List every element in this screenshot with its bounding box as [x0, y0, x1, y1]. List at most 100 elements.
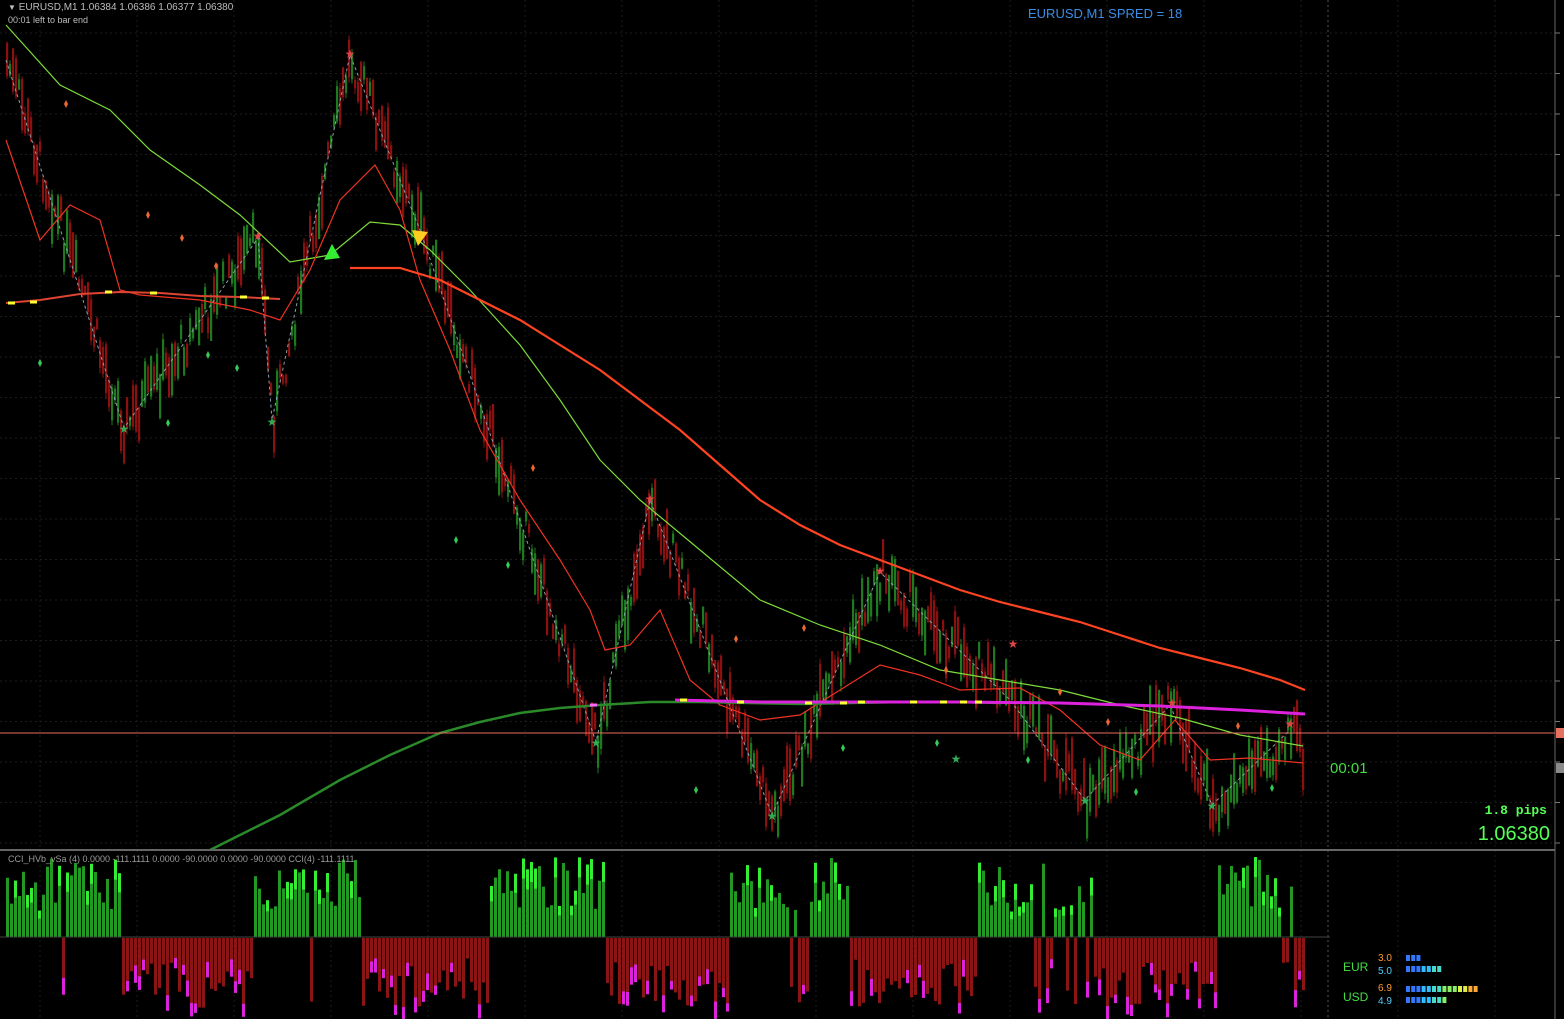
candle-body — [582, 696, 585, 705]
cci-bar-up — [1238, 880, 1241, 937]
candle-body — [318, 197, 321, 239]
cci-bar-peak — [1062, 906, 1065, 916]
candle-body — [1083, 758, 1086, 801]
cci-bar-up — [518, 907, 521, 937]
candle-body — [594, 712, 597, 730]
candle-body — [1050, 715, 1053, 755]
candle-body — [606, 703, 609, 727]
cci-bar-peak — [1278, 907, 1281, 917]
candle-body — [363, 66, 366, 80]
candle-body — [195, 310, 198, 330]
candle-body — [120, 410, 123, 452]
strength-cell — [1432, 986, 1436, 992]
candle-body — [291, 326, 294, 336]
chart-menu-icon[interactable]: ▼ — [8, 3, 16, 12]
cci-bar-up — [530, 862, 533, 937]
candle-body — [567, 648, 570, 685]
candle-body — [1242, 767, 1245, 793]
cci-bar-up — [494, 877, 497, 937]
cci-bar-up — [510, 890, 513, 937]
cci-bar-peak — [590, 859, 593, 880]
candle-body — [621, 595, 624, 625]
cci-bar-down — [158, 938, 161, 988]
candle-body — [1101, 747, 1104, 789]
candle-body — [168, 357, 171, 398]
flat-ma-line — [5, 290, 281, 304]
candle-body — [1302, 748, 1305, 791]
fractal-star-icon: ★ — [345, 47, 356, 61]
cci-bar-down — [626, 938, 629, 993]
cci-bar-down — [214, 938, 217, 991]
candle-body — [1209, 798, 1212, 829]
candle-body — [603, 681, 606, 720]
cci-bar-peak — [14, 880, 17, 898]
cci-bar-extreme — [962, 959, 965, 977]
cci-bar-down — [1114, 938, 1117, 995]
cci-bar-up — [38, 910, 41, 937]
cci-bar-peak — [314, 870, 317, 891]
red-ma-line — [5, 139, 1304, 764]
cci-bar-down — [954, 938, 957, 987]
cci-bar-up — [18, 896, 21, 937]
candle-body — [294, 324, 297, 346]
candle-body — [681, 558, 684, 569]
cci-bar-up — [326, 873, 329, 937]
cci-bar-down — [1206, 938, 1209, 984]
candle-body — [849, 627, 852, 663]
cci-bar-peak — [118, 873, 121, 893]
cci-bar-up — [558, 906, 561, 937]
candle-body — [222, 261, 225, 282]
fractal-arrow-icon — [1058, 688, 1062, 696]
cci-bar-down — [874, 938, 877, 993]
signal-dash — [105, 290, 112, 294]
cci-bar-up — [1014, 883, 1017, 937]
cci-bar-up — [342, 859, 345, 937]
strength-cell — [1442, 986, 1447, 992]
cci-bar-up — [14, 880, 17, 937]
candle-body — [1251, 750, 1254, 790]
candle-body — [1194, 742, 1197, 791]
candle-body — [1266, 727, 1269, 779]
cci-bar-down — [722, 938, 725, 988]
cci-bar-extreme — [394, 1004, 397, 1015]
cci-bar-extreme — [238, 969, 241, 985]
candle-body — [957, 617, 960, 646]
strength-cell — [1432, 997, 1436, 1003]
cci-bar-up — [602, 861, 605, 937]
cci-bar-extreme — [414, 997, 417, 1013]
cci-bar-extreme — [958, 1002, 961, 1014]
ohlc-values: EURUSD,M1 1.06384 1.06386 1.06377 1.0638… — [18, 2, 234, 13]
cci-bar-up — [730, 872, 733, 937]
cci-bar-extreme — [370, 961, 373, 973]
cci-bar-down — [426, 938, 429, 974]
candle-body — [402, 167, 405, 217]
fractal-arrow-icon — [214, 262, 218, 270]
cci-bar-extreme — [374, 958, 377, 973]
cci-bar-extreme — [242, 1003, 245, 1017]
candle-body — [1149, 685, 1152, 735]
candle-body — [1299, 727, 1302, 753]
cci-bar-down — [942, 938, 945, 969]
candle-body — [1296, 700, 1299, 752]
cci-bar-peak — [586, 864, 589, 885]
candle-body — [303, 242, 306, 282]
signal-dash — [840, 701, 847, 705]
candle-body — [1092, 774, 1095, 791]
strength-cell — [1406, 986, 1410, 992]
candle-body — [744, 712, 747, 743]
cci-bar-down — [166, 938, 169, 996]
cci-bar-extreme — [1194, 961, 1197, 972]
cci-bar-down — [974, 938, 977, 977]
candle-body — [897, 570, 900, 606]
candle-body — [966, 646, 969, 688]
candle-body — [228, 255, 231, 278]
candle-body — [216, 264, 219, 315]
cci-bar-down — [458, 938, 461, 982]
candle-body — [918, 613, 921, 635]
fractal-star-icon: ★ — [951, 752, 962, 766]
candle-body — [831, 651, 834, 701]
candle-body — [282, 375, 285, 384]
cci-bar-extreme — [186, 980, 189, 997]
cci-bar-extreme — [662, 995, 665, 1013]
